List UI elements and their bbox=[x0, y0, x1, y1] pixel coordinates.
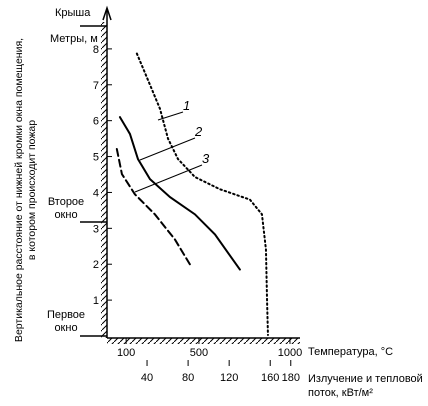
leader-line bbox=[139, 137, 196, 161]
y-tick-label: 8 bbox=[93, 44, 99, 56]
x-tick-label: 500 bbox=[190, 347, 208, 359]
curve-label: 2 bbox=[194, 124, 203, 139]
y-tick-label: 3 bbox=[93, 223, 99, 235]
x2-tick-label: 80 bbox=[182, 372, 194, 384]
window-label: окно bbox=[54, 209, 77, 221]
axis-hatch bbox=[101, 22, 107, 338]
curve-label: 3 bbox=[202, 151, 210, 166]
x2-axis-label: Излучение и тепловой bbox=[308, 373, 423, 385]
y-axis-label: Вертикальное расстояние от нижней кромки… bbox=[13, 38, 25, 342]
y-tick-label: 1 bbox=[93, 295, 99, 307]
y-axis-label: в котором происходит пожар bbox=[26, 120, 38, 260]
x2-tick-label: 180 bbox=[282, 372, 300, 384]
series-line bbox=[115, 148, 192, 266]
window-label: окно bbox=[54, 322, 77, 334]
y-tick-label: 7 bbox=[93, 80, 99, 92]
x-axis-label: Температура, °С bbox=[308, 346, 393, 358]
series-line bbox=[118, 116, 241, 271]
leader-line bbox=[157, 111, 184, 121]
x2-tick-label: 120 bbox=[220, 372, 238, 384]
y-unit-label: Метры, м bbox=[50, 33, 98, 45]
series-line bbox=[135, 52, 269, 336]
x2-tick-label: 40 bbox=[141, 372, 153, 384]
x2-axis-label: поток, кВт/м² bbox=[308, 387, 373, 399]
x2-tick-label: 160 bbox=[261, 372, 279, 384]
y-tick-label: 5 bbox=[93, 152, 99, 164]
curve-label: 1 bbox=[183, 98, 190, 113]
roof-label: Крыша bbox=[55, 7, 91, 19]
window-label: Второе bbox=[48, 196, 84, 208]
x-tick-label: 1000 bbox=[278, 347, 302, 359]
y-tick-label: 2 bbox=[93, 259, 99, 271]
window-label: Первое bbox=[47, 309, 85, 321]
x-tick-label: 100 bbox=[117, 347, 135, 359]
y-tick-label: 6 bbox=[93, 116, 99, 128]
y-tick-label: 4 bbox=[93, 187, 99, 199]
axis-hatch bbox=[107, 338, 300, 344]
y-arrow bbox=[102, 5, 112, 21]
leader-line bbox=[134, 164, 203, 193]
